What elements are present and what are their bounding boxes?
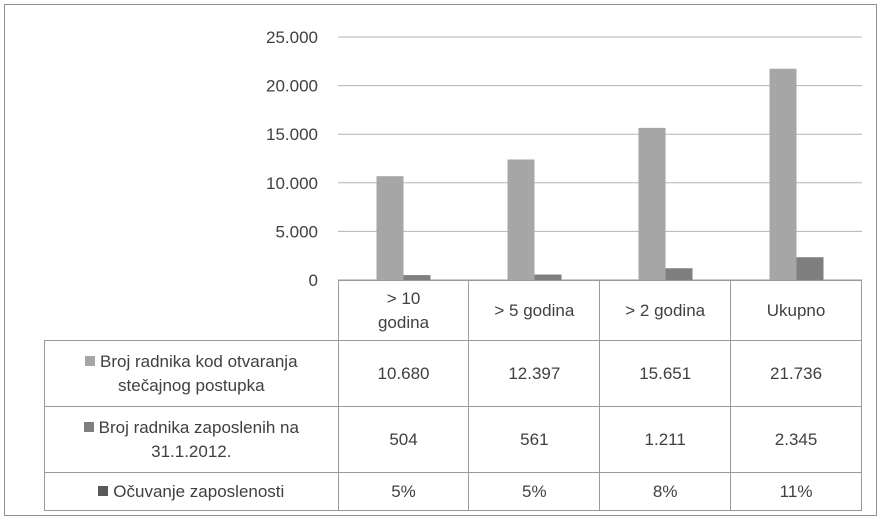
category-label: Ukupno [730, 280, 862, 341]
series-name: Broj radnika zaposlenih na 31.1.2012. [44, 406, 339, 473]
table-corner [44, 280, 339, 341]
category-label: > 2 godina [599, 280, 732, 341]
table-cell: 504 [337, 406, 470, 473]
legend-swatch [98, 485, 109, 496]
table-cell: 15.651 [599, 340, 732, 407]
bar-workers-employed-1 [534, 274, 562, 280]
bar-workers-employed-3 [796, 257, 824, 280]
bar-workers-employed-2 [665, 268, 693, 280]
category-label: > 10 godina [337, 280, 470, 341]
table-cell: 5% [468, 472, 601, 511]
bar-workers-at-bankruptcy-0 [376, 176, 404, 280]
table-row: Broj radnika kod otvaranja stečajnog post… [44, 340, 862, 407]
table-cell: 10.680 [337, 340, 470, 407]
table-cell: 561 [468, 406, 601, 473]
table-row: Očuvanje zaposlenosti 5% 5% 8% 11% [44, 472, 862, 511]
table-cell: 2.345 [730, 406, 862, 473]
y-tick-label: 15.000 [266, 125, 318, 144]
bar-workers-at-bankruptcy-1 [507, 159, 535, 280]
table-cell: 1.211 [599, 406, 732, 473]
bars [376, 68, 824, 281]
bar-workers-at-bankruptcy-2 [638, 127, 666, 280]
category-label: > 5 godina [468, 280, 601, 341]
table-cell: 21.736 [730, 340, 862, 407]
table-row: Broj radnika zaposlenih na 31.1.2012. 504 5… [44, 406, 862, 473]
y-tick-label: 25.000 [266, 28, 318, 47]
series-name: Broj radnika kod otvaranja stečajnog post… [44, 340, 339, 407]
table-cell: 5% [337, 472, 470, 511]
y-tick-label: 5.000 [275, 222, 318, 241]
y-tick-label: 10.000 [266, 174, 318, 193]
table-cell: 11% [730, 472, 862, 511]
table-cell: 12.397 [468, 340, 601, 407]
table-cell: 8% [599, 472, 732, 511]
legend-swatch [85, 355, 96, 366]
data-table: > 10 godina > 5 godina > 2 godina Ukupno Broj… [44, 280, 862, 511]
bar-workers-at-bankruptcy-3 [769, 68, 797, 281]
legend-swatch [83, 421, 94, 432]
series-name: Očuvanje zaposlenosti [44, 472, 339, 511]
bar-workers-employed-0 [403, 275, 431, 280]
y-tick-label: 20.000 [266, 77, 318, 96]
